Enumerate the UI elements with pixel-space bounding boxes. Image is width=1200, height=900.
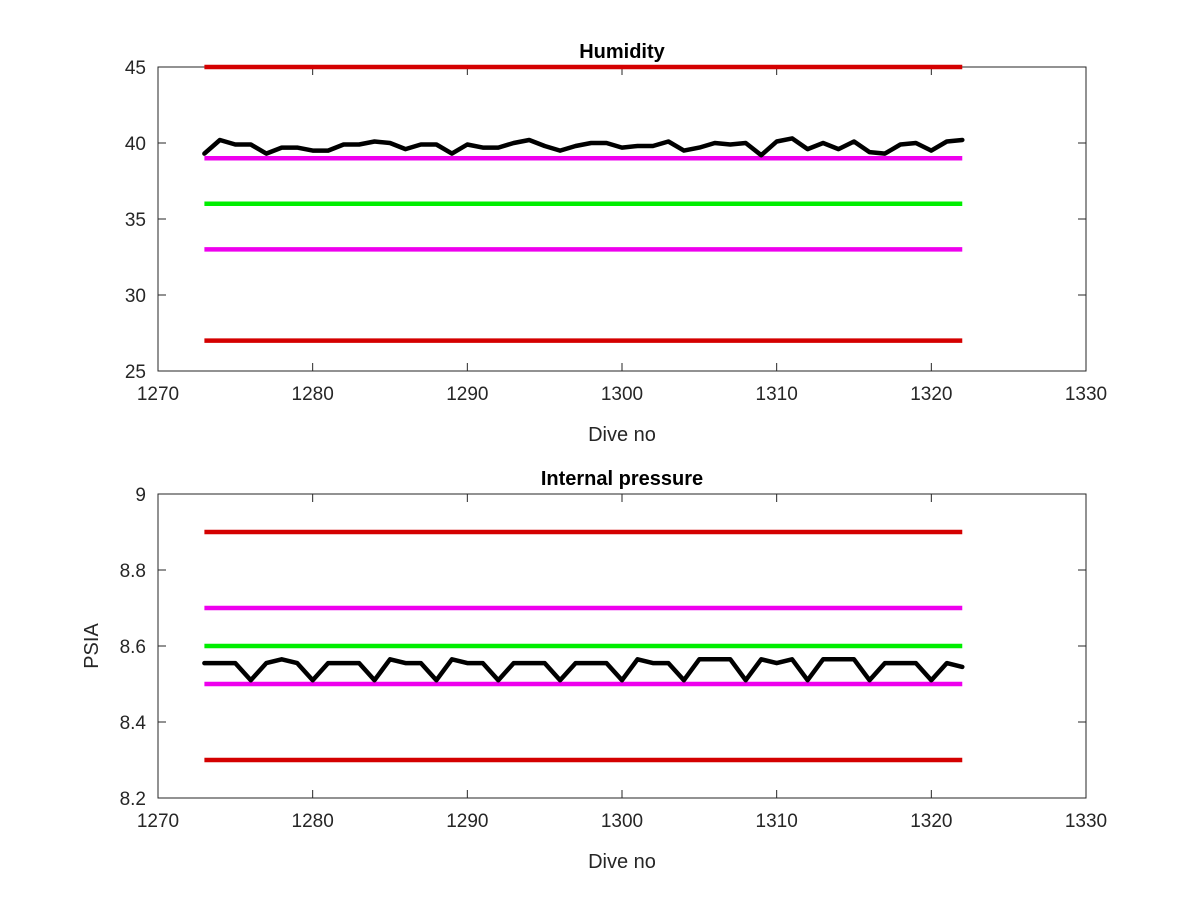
x-tick-label: 1300 — [601, 811, 643, 832]
y-tick-label: 9 — [135, 485, 146, 506]
x-tick-label: 1290 — [446, 811, 488, 832]
x-tick-label: 1330 — [1065, 384, 1107, 405]
chart-title: Internal pressure — [541, 468, 703, 490]
x-tick-label: 1290 — [446, 384, 488, 405]
x-tick-label: 1320 — [910, 811, 952, 832]
x-axis-label: Dive no — [588, 424, 656, 446]
y-tick-label: 45 — [125, 58, 146, 79]
series-line — [202, 136, 965, 158]
y-tick-label: 8.2 — [120, 789, 146, 810]
y-axis-label: PSIA — [81, 623, 103, 669]
y-tick-label: 8.8 — [120, 561, 146, 582]
x-axis-label: Dive no — [588, 851, 656, 873]
x-tick-label: 1300 — [601, 384, 643, 405]
x-tick-label: 1330 — [1065, 811, 1107, 832]
y-tick-label: 30 — [125, 286, 146, 307]
x-tick-label: 1310 — [756, 811, 798, 832]
chart-panel-2: 1270 1280 1290 1300 1310 1320 1330 8.2 8.4 8.6 8.8… — [81, 468, 1107, 873]
x-tick-label: 1320 — [910, 384, 952, 405]
x-tick-label: 1310 — [756, 384, 798, 405]
y-tick-label: 40 — [125, 134, 146, 155]
axes-box — [157, 66, 1087, 372]
x-tick-label: 1270 — [137, 384, 179, 405]
y-tick-label: 35 — [125, 210, 146, 231]
x-tick-label: 1280 — [292, 384, 334, 405]
y-tick-label: 25 — [125, 362, 146, 383]
x-tick-label: 1270 — [137, 811, 179, 832]
chart-title: Humidity — [579, 41, 665, 63]
series-line — [202, 657, 965, 683]
y-tick-label: 8.6 — [120, 637, 146, 658]
x-tick-label: 1280 — [292, 811, 334, 832]
y-tick-label: 8.4 — [120, 713, 147, 734]
chart-panel-1: 1270 1280 1290 1300 1310 1320 1330 25 30 35 40 45 Hu… — [125, 41, 1107, 446]
